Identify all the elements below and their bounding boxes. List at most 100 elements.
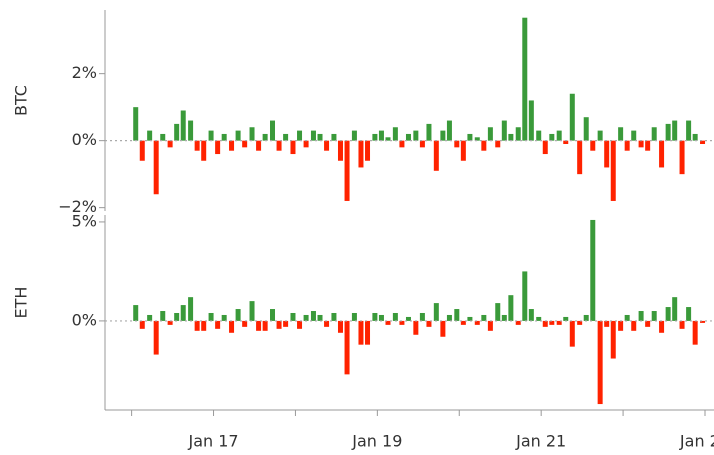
bar	[344, 140, 350, 201]
bar	[385, 137, 391, 141]
bar	[672, 297, 678, 321]
bar	[686, 120, 692, 141]
bar	[536, 130, 542, 141]
bar	[413, 320, 419, 335]
y-tick-label: 2%	[72, 63, 97, 82]
bar	[297, 320, 303, 329]
bar	[610, 320, 616, 359]
bar	[221, 133, 227, 141]
bar	[700, 140, 706, 144]
y-tick-label: −2%	[58, 197, 97, 216]
x-tick-label: Jan 17	[187, 432, 238, 451]
bar	[317, 133, 323, 141]
bar	[235, 130, 241, 141]
bar	[631, 130, 637, 141]
bar	[372, 312, 378, 321]
bar	[446, 120, 452, 141]
bar	[310, 311, 316, 321]
bar	[481, 140, 487, 151]
bar	[351, 312, 357, 321]
bar	[337, 140, 343, 161]
bar	[501, 314, 507, 321]
bar	[358, 320, 364, 345]
bar	[180, 305, 186, 321]
bar	[665, 307, 671, 321]
bar	[440, 130, 446, 141]
bar	[147, 314, 153, 321]
bar	[317, 314, 323, 321]
bar	[208, 130, 214, 141]
bar	[474, 320, 480, 325]
bar	[467, 316, 473, 321]
bar	[147, 130, 153, 141]
x-tick-label: Jan 19	[351, 432, 402, 451]
bar	[481, 314, 487, 321]
bar	[133, 107, 139, 141]
bar	[487, 127, 493, 141]
bar	[495, 140, 501, 148]
bar	[208, 312, 214, 321]
bar	[590, 219, 596, 321]
bar	[549, 320, 555, 325]
bar	[569, 320, 575, 347]
bar	[283, 133, 289, 141]
y-tick-label: 0%	[72, 310, 97, 329]
bar	[454, 140, 460, 148]
bar	[460, 140, 466, 161]
bar	[522, 17, 528, 141]
bar	[454, 309, 460, 321]
bar	[426, 320, 432, 327]
bar	[283, 320, 289, 327]
bar	[446, 314, 452, 321]
bar	[645, 320, 651, 327]
bar	[495, 303, 501, 321]
bar	[645, 140, 651, 151]
bar	[659, 320, 665, 333]
bar	[331, 133, 337, 141]
bar	[201, 140, 207, 161]
bar	[577, 320, 583, 325]
bar	[692, 133, 698, 141]
bar	[174, 123, 180, 141]
bar	[133, 305, 139, 321]
bar	[665, 123, 671, 141]
bar	[515, 320, 521, 325]
bar	[392, 127, 398, 141]
bar	[378, 130, 384, 141]
bar	[215, 320, 221, 329]
bar	[590, 140, 596, 151]
bar	[426, 123, 432, 141]
bar	[262, 320, 268, 331]
bar	[597, 320, 603, 405]
bar	[522, 271, 528, 321]
bar	[194, 140, 200, 151]
bar	[180, 110, 186, 141]
bar	[229, 140, 235, 151]
bar	[618, 127, 624, 141]
bar	[638, 140, 644, 148]
bar	[290, 312, 296, 321]
bar	[659, 140, 665, 168]
bar	[474, 137, 480, 141]
bar	[139, 320, 145, 329]
bar	[624, 314, 630, 321]
bar	[249, 301, 255, 321]
bar	[597, 130, 603, 141]
bar	[563, 140, 569, 144]
bar	[188, 120, 194, 141]
bar	[528, 309, 534, 321]
bar	[160, 133, 166, 141]
bar	[604, 320, 610, 327]
bar	[583, 314, 589, 321]
bar	[501, 120, 507, 141]
bar	[365, 140, 371, 161]
bar	[256, 140, 262, 151]
bar	[405, 316, 411, 321]
bar	[303, 140, 309, 148]
y-tick-label: 5%	[72, 211, 97, 230]
bar	[618, 320, 624, 331]
bar	[528, 100, 534, 141]
bar	[604, 140, 610, 168]
bar	[542, 320, 548, 327]
